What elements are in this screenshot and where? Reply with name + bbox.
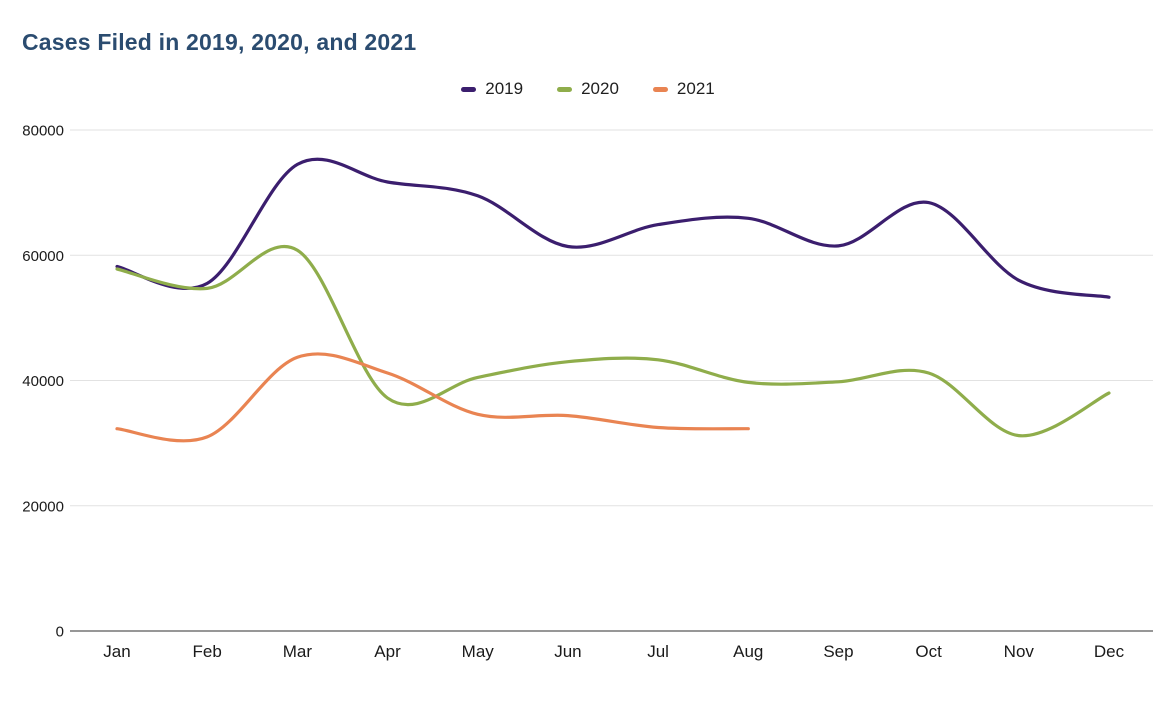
x-axis-tick-label: Aug: [733, 642, 763, 661]
legend-item-2021: 2021: [652, 79, 715, 99]
x-axis-tick-label: Mar: [283, 642, 313, 661]
legend-item-2020: 2020: [557, 79, 619, 99]
x-axis-tick-label: Nov: [1004, 642, 1035, 661]
x-axis-tick-label: Sep: [823, 642, 853, 661]
x-axis-tick-label: May: [462, 642, 495, 661]
legend-label: 2020: [581, 79, 619, 98]
x-axis-tick-label: Apr: [374, 642, 401, 661]
y-axis-tick-label: 20000: [22, 498, 64, 515]
x-axis-tick-label: Oct: [915, 642, 942, 661]
y-axis-tick-label: 40000: [22, 373, 64, 390]
series-line-2020: [115, 244, 1111, 438]
y-axis-tick-label: 0: [56, 624, 64, 641]
chart-title: Cases Filed in 2019, 2020, and 2021: [22, 29, 417, 55]
legend-label: 2021: [676, 79, 715, 98]
x-axis-tick-label: Jun: [554, 642, 581, 661]
x-axis-tick-label: Jul: [647, 642, 669, 661]
series-line-2019: [115, 157, 1111, 299]
legend-color-swatch: [557, 86, 573, 92]
legend-item-2019: 2019: [461, 79, 523, 99]
series-line-2021: [115, 352, 750, 443]
y-axis-tick-label: 60000: [22, 248, 64, 265]
x-axis-tick-label: Dec: [1094, 642, 1125, 661]
legend-label: 2019: [485, 79, 524, 98]
chart-legend: 2019 2020 2021: [0, 79, 1176, 99]
legend-color-swatch: [652, 86, 668, 92]
legend-color-swatch: [461, 86, 477, 92]
x-axis-tick-label: Feb: [193, 642, 222, 661]
x-axis-tick-label: Jan: [103, 642, 130, 661]
y-axis-tick-label: 80000: [22, 123, 64, 140]
